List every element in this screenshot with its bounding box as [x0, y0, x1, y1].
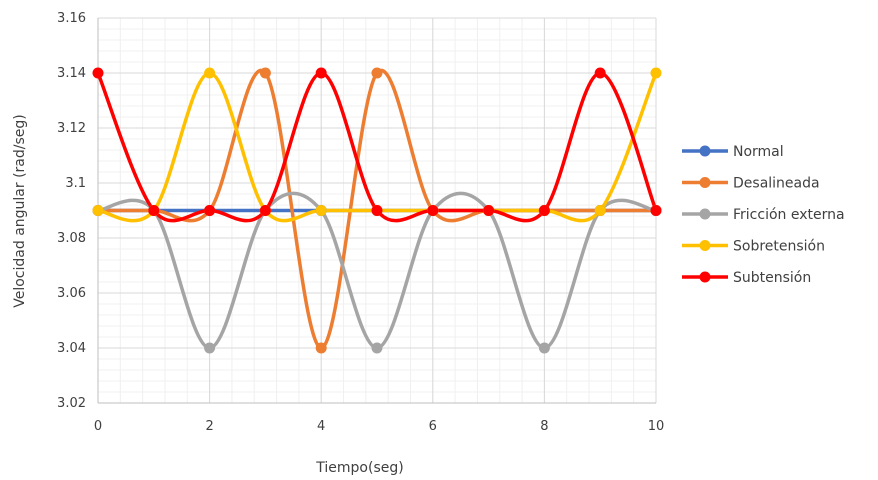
legend-item-desalineada: Desalineada: [682, 176, 820, 192]
legend-swatch-marker: [699, 145, 711, 157]
y-tick-label: 3.16: [57, 11, 86, 26]
series-line-sobretension: [97, 71, 658, 223]
y-tick-label: 3.02: [57, 396, 86, 411]
y-tick-label: 3.12: [57, 121, 86, 136]
legend-item-sobretension: Sobretensión: [682, 239, 825, 255]
x-tick-label: 0: [94, 419, 102, 434]
legend: Normal Desalineada Fricción externa Sobrete…: [682, 144, 845, 286]
legend-swatch-marker: [699, 271, 711, 283]
data-point-friccion-externa: [204, 342, 216, 354]
y-tick-label: 3.04: [57, 341, 86, 356]
data-point-subtension: [427, 205, 439, 216]
data-point-subtension: [483, 205, 495, 216]
y-tick-label: 3.1: [65, 176, 86, 191]
data-point-sobretension: [650, 67, 662, 79]
y-tick-labels: 3.02 3.04 3.06 3.08 3.1 3.12 3.14 3.16: [57, 11, 86, 411]
data-point-sobretension: [204, 67, 216, 79]
data-point-subtension: [148, 205, 160, 216]
data-point-subtension: [204, 205, 216, 216]
legend-swatch-marker: [699, 240, 711, 251]
legend-label: Sobretensión: [733, 239, 825, 255]
series-markers: [92, 67, 662, 354]
legend-item-normal: Normal: [682, 144, 784, 160]
data-point-sobretension: [315, 205, 327, 216]
data-point-subtension: [371, 205, 383, 216]
legend-swatch-marker: [699, 177, 711, 188]
legend-label: Normal: [733, 144, 784, 160]
y-tick-label: 3.06: [57, 286, 86, 301]
data-point-subtension: [594, 67, 606, 79]
legend-swatch-marker: [699, 208, 711, 220]
data-point-subtension: [650, 205, 662, 216]
data-point-subtension: [315, 67, 327, 79]
x-tick-label: 2: [205, 419, 213, 434]
data-point-subtension: [538, 205, 550, 216]
data-point-subtension: [92, 67, 104, 79]
legend-item-friccion-externa: Fricción externa: [682, 207, 845, 223]
data-point-sobretension: [92, 205, 104, 216]
series-line-subtension: [96, 71, 658, 223]
x-tick-label: 4: [317, 419, 325, 434]
x-tick-label: 10: [648, 419, 665, 434]
y-tick-label: 3.14: [57, 66, 86, 81]
y-tick-label: 3.08: [57, 231, 86, 246]
x-tick-labels: 0 2 4 6 8 10: [94, 419, 664, 434]
data-point-desalineada: [315, 342, 327, 354]
data-point-desalineada: [259, 67, 271, 79]
y-axis-title: Velocidad angular (rad/seg): [12, 114, 28, 308]
x-tick-label: 6: [429, 419, 437, 434]
data-point-desalineada: [371, 67, 383, 79]
legend-label: Fricción externa: [733, 207, 845, 223]
x-tick-label: 8: [540, 419, 548, 434]
data-point-friccion-externa: [371, 342, 383, 354]
data-point-sobretension: [594, 205, 606, 216]
legend-item-subtension: Subtensión: [682, 270, 811, 286]
data-point-friccion-externa: [538, 342, 550, 354]
legend-label: Desalineada: [733, 176, 820, 192]
legend-label: Subtensión: [733, 270, 811, 286]
data-point-subtension: [259, 205, 271, 216]
x-axis-title: Tiempo(seg): [315, 460, 403, 476]
